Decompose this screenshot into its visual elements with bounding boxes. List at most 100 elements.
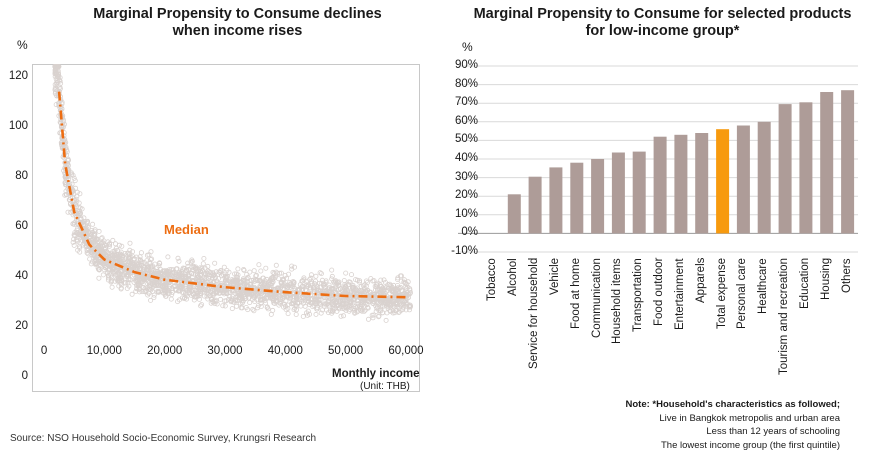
scatter-point <box>318 296 324 302</box>
scatter-point <box>202 270 208 276</box>
scatter-point <box>205 268 211 274</box>
scatter-point <box>403 307 409 313</box>
scatter-point <box>145 292 151 298</box>
scatter-point <box>148 264 154 270</box>
scatter-point <box>373 308 379 314</box>
median-label: Median <box>164 222 209 237</box>
left-x-tick-label: 40,000 <box>267 345 303 357</box>
left-x-tick-label: 60,000 <box>388 345 424 357</box>
left-y-tick-label: 40 <box>15 270 28 283</box>
scatter-point <box>136 281 142 287</box>
scatter-point <box>342 297 348 303</box>
scatter-point <box>313 311 319 317</box>
scatter-point <box>402 280 408 286</box>
scatter-point <box>371 278 377 284</box>
scatter-point <box>363 278 369 284</box>
scatter-point <box>131 256 137 262</box>
scatter-point <box>59 139 65 145</box>
scatter-point <box>133 263 139 269</box>
scatter-point <box>382 279 388 285</box>
scatter-point <box>359 288 365 294</box>
scatter-point <box>56 77 62 83</box>
scatter-point <box>74 230 80 236</box>
scatter-point <box>225 273 231 279</box>
scatter-point <box>379 302 385 308</box>
scatter-point <box>55 64 61 70</box>
category-label: Household items <box>611 258 624 344</box>
scatter-point <box>340 313 346 319</box>
scatter-point <box>239 290 245 296</box>
scatter-point <box>117 276 123 282</box>
scatter-point <box>272 300 278 306</box>
scatter-point <box>235 288 241 294</box>
scatter-point <box>340 301 346 307</box>
scatter-point <box>286 271 292 277</box>
scatter-point <box>65 162 71 168</box>
scatter-point <box>354 309 360 315</box>
scatter-point <box>176 283 182 289</box>
scatter-point <box>247 269 253 275</box>
scatter-point <box>68 209 74 215</box>
scatter-point <box>237 300 243 306</box>
scatter-point <box>365 287 371 293</box>
scatter-point <box>204 293 210 299</box>
scatter-point <box>350 300 356 306</box>
scatter-point <box>222 303 228 309</box>
scatter-point <box>292 305 298 311</box>
scatter-point <box>185 260 191 266</box>
scatter-point <box>294 295 300 301</box>
scatter-point <box>224 291 230 297</box>
scatter-point <box>383 285 389 291</box>
left-x-axis-title: Monthly income <box>332 368 420 380</box>
scatter-point <box>343 305 349 311</box>
category-label: Others <box>840 258 853 293</box>
scatter-point <box>192 291 198 297</box>
scatter-point <box>283 306 289 312</box>
scatter-point <box>323 301 329 307</box>
category-label: Personal care <box>736 258 749 329</box>
scatter-point <box>263 300 269 306</box>
category-label: Entertainment <box>673 258 686 330</box>
scatter-point <box>53 70 59 76</box>
scatter-point <box>241 267 247 273</box>
scatter-point <box>98 263 104 269</box>
category-label: Total expense <box>715 258 728 329</box>
scatter-point <box>140 281 146 287</box>
scatter-point <box>207 273 213 279</box>
scatter-point <box>218 268 224 274</box>
scatter-point <box>311 296 317 302</box>
scatter-point <box>319 307 325 313</box>
scatter-point <box>156 289 162 295</box>
scatter-point <box>164 271 170 277</box>
scatter-point <box>108 279 114 285</box>
scatter-point <box>251 268 257 274</box>
scatter-point <box>163 284 169 290</box>
scatter-point <box>145 268 151 274</box>
right-y-tick-label: -10% <box>451 245 478 257</box>
bar-housing <box>820 92 834 234</box>
scatter-point <box>403 303 409 309</box>
scatter-point <box>64 191 70 197</box>
left-y-tick-label: 100 <box>8 119 28 132</box>
scatter-point <box>407 286 413 292</box>
scatter-point <box>52 87 58 93</box>
left-y-tick-label: 60 <box>15 220 28 232</box>
scatter-point <box>329 267 335 273</box>
scatter-point <box>70 221 76 227</box>
scatter-point <box>341 278 347 284</box>
left-y-tick-label: 120 <box>8 69 28 82</box>
scatter-point <box>283 283 289 289</box>
scatter-point <box>143 288 149 294</box>
scatter-point <box>220 272 226 278</box>
scatter-point <box>229 306 235 312</box>
scatter-point <box>129 249 135 255</box>
scatter-point <box>355 301 361 307</box>
scatter-point <box>280 295 286 301</box>
scatter-point <box>388 303 394 309</box>
scatter-point <box>342 282 348 288</box>
left-plot-frame <box>32 64 420 392</box>
scatter-point <box>78 216 84 222</box>
scatter-point <box>198 303 204 309</box>
scatter-point <box>179 273 185 279</box>
scatter-point <box>137 254 143 260</box>
